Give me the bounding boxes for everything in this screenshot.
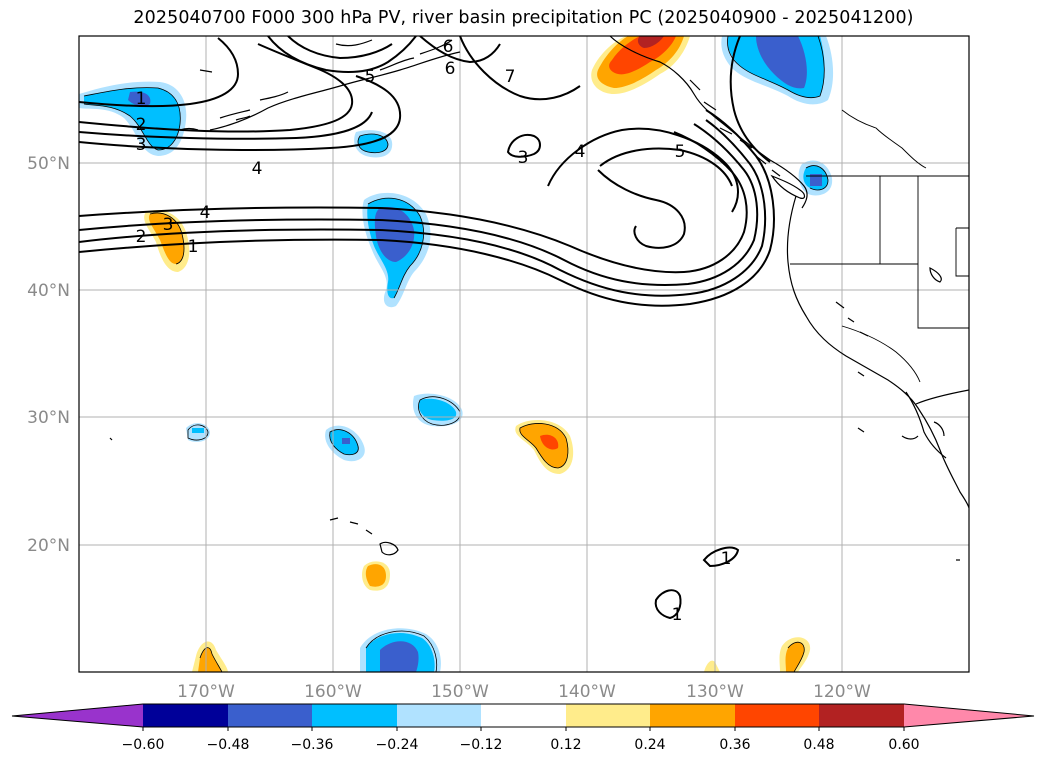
colorbar-tick-label: 0.12: [550, 737, 581, 753]
precip-blob-neg: [186, 423, 210, 442]
colorbar-segment: [312, 704, 397, 727]
precip-blob-pos: [362, 561, 390, 591]
state-borders: [790, 109, 969, 383]
colorbar-segment: [397, 704, 481, 727]
pv-contour-label: 4: [200, 203, 211, 223]
colorbar-extend-low: [12, 704, 143, 727]
lon-label-150w: 150°W: [431, 682, 489, 702]
precip-blob-neg: [360, 628, 441, 672]
lat-labels: 50°N 40°N 30°N 20°N: [27, 154, 70, 556]
pv-contour-label: 7: [505, 67, 516, 87]
pv-contour-label: 4: [575, 142, 586, 162]
colorbar-tick-label: −0.36: [291, 737, 334, 753]
colorbar-tick-label: 0.24: [634, 737, 665, 753]
lon-label-120w: 120°W: [813, 682, 871, 702]
colorbar-segment: [735, 704, 819, 727]
precip-blob-pos: [591, 36, 690, 94]
pv-contour-label: 2: [136, 227, 147, 247]
pv-contour-label: 4: [252, 159, 263, 179]
pv-contour-label: 3: [518, 148, 529, 168]
colorbar-segment: [481, 704, 566, 727]
precip-blob-neg: [798, 160, 833, 196]
colorbar-segment: [228, 704, 312, 727]
lat-label-50n: 50°N: [27, 154, 70, 174]
precip-blob-neg: [325, 425, 365, 462]
lon-labels: 170°W 160°W 150°W 140°W 130°W 120°W: [177, 682, 871, 702]
chart-title: 2025040700 F000 300 hPa PV, river basin …: [133, 8, 914, 28]
colorbar-segment: [566, 704, 650, 727]
colorbar-tick-label: −0.48: [207, 737, 250, 753]
pv-contour-label: 1: [188, 237, 199, 257]
precip-blob-pos: [192, 641, 228, 672]
lat-label-30n: 30°N: [27, 408, 70, 428]
pv-contour-label: 3: [136, 135, 147, 155]
lon-label-170w: 170°W: [177, 682, 235, 702]
pv-contour-label: 5: [675, 142, 686, 162]
colorbar-segment: [143, 704, 228, 727]
colorbar: −0.60 −0.48 −0.36 −0.24 −0.12 0.12 0.24 …: [11, 703, 1035, 753]
pv-contour-label: 2: [136, 115, 147, 135]
lon-label-160w: 160°W: [304, 682, 362, 702]
colorbar-segment: [650, 704, 735, 727]
colorbar-tick-label: −0.12: [460, 737, 503, 753]
colorbar-tick-label: 0.60: [888, 737, 919, 753]
map-gridlines: [79, 36, 969, 672]
colorbar-tick-label: 0.36: [719, 737, 750, 753]
pv-contour-label: 6: [443, 37, 454, 57]
coastlines: [109, 36, 969, 561]
pv-contour-label: 1: [136, 89, 147, 109]
lat-label-20n: 20°N: [27, 536, 70, 556]
pv-contour-label: 1: [672, 605, 683, 625]
pv-contour-label: 5: [365, 67, 376, 87]
pv-contour-label: 1: [721, 549, 732, 569]
pv-contour-labels: 1 2 3 4 4 3 2 1 5 6 6 7 3 4 5 1 1: [136, 37, 732, 625]
colorbar-extend-high: [904, 704, 1034, 727]
precip-blob-pos: [704, 660, 720, 672]
colorbar-tick-label: −0.24: [376, 737, 419, 753]
precip-blob-neg: [721, 36, 834, 105]
lon-label-130w: 130°W: [686, 682, 744, 702]
precip-blob-pos: [779, 637, 811, 672]
colorbar-tick-label: 0.48: [803, 737, 834, 753]
pv-contours: [79, 36, 775, 620]
precip-blob-pos: [144, 210, 190, 272]
lon-label-140w: 140°W: [558, 682, 616, 702]
precip-shading: [79, 36, 834, 672]
colorbar-segment: [819, 704, 904, 727]
precip-blob-pos: [515, 420, 574, 474]
colorbar-tick-label: −0.60: [122, 737, 165, 753]
pv-contour-label: 3: [163, 215, 174, 235]
pv-contour-label: 6: [445, 59, 456, 79]
map-frame: [78, 35, 970, 673]
lat-label-40n: 40°N: [27, 281, 70, 301]
